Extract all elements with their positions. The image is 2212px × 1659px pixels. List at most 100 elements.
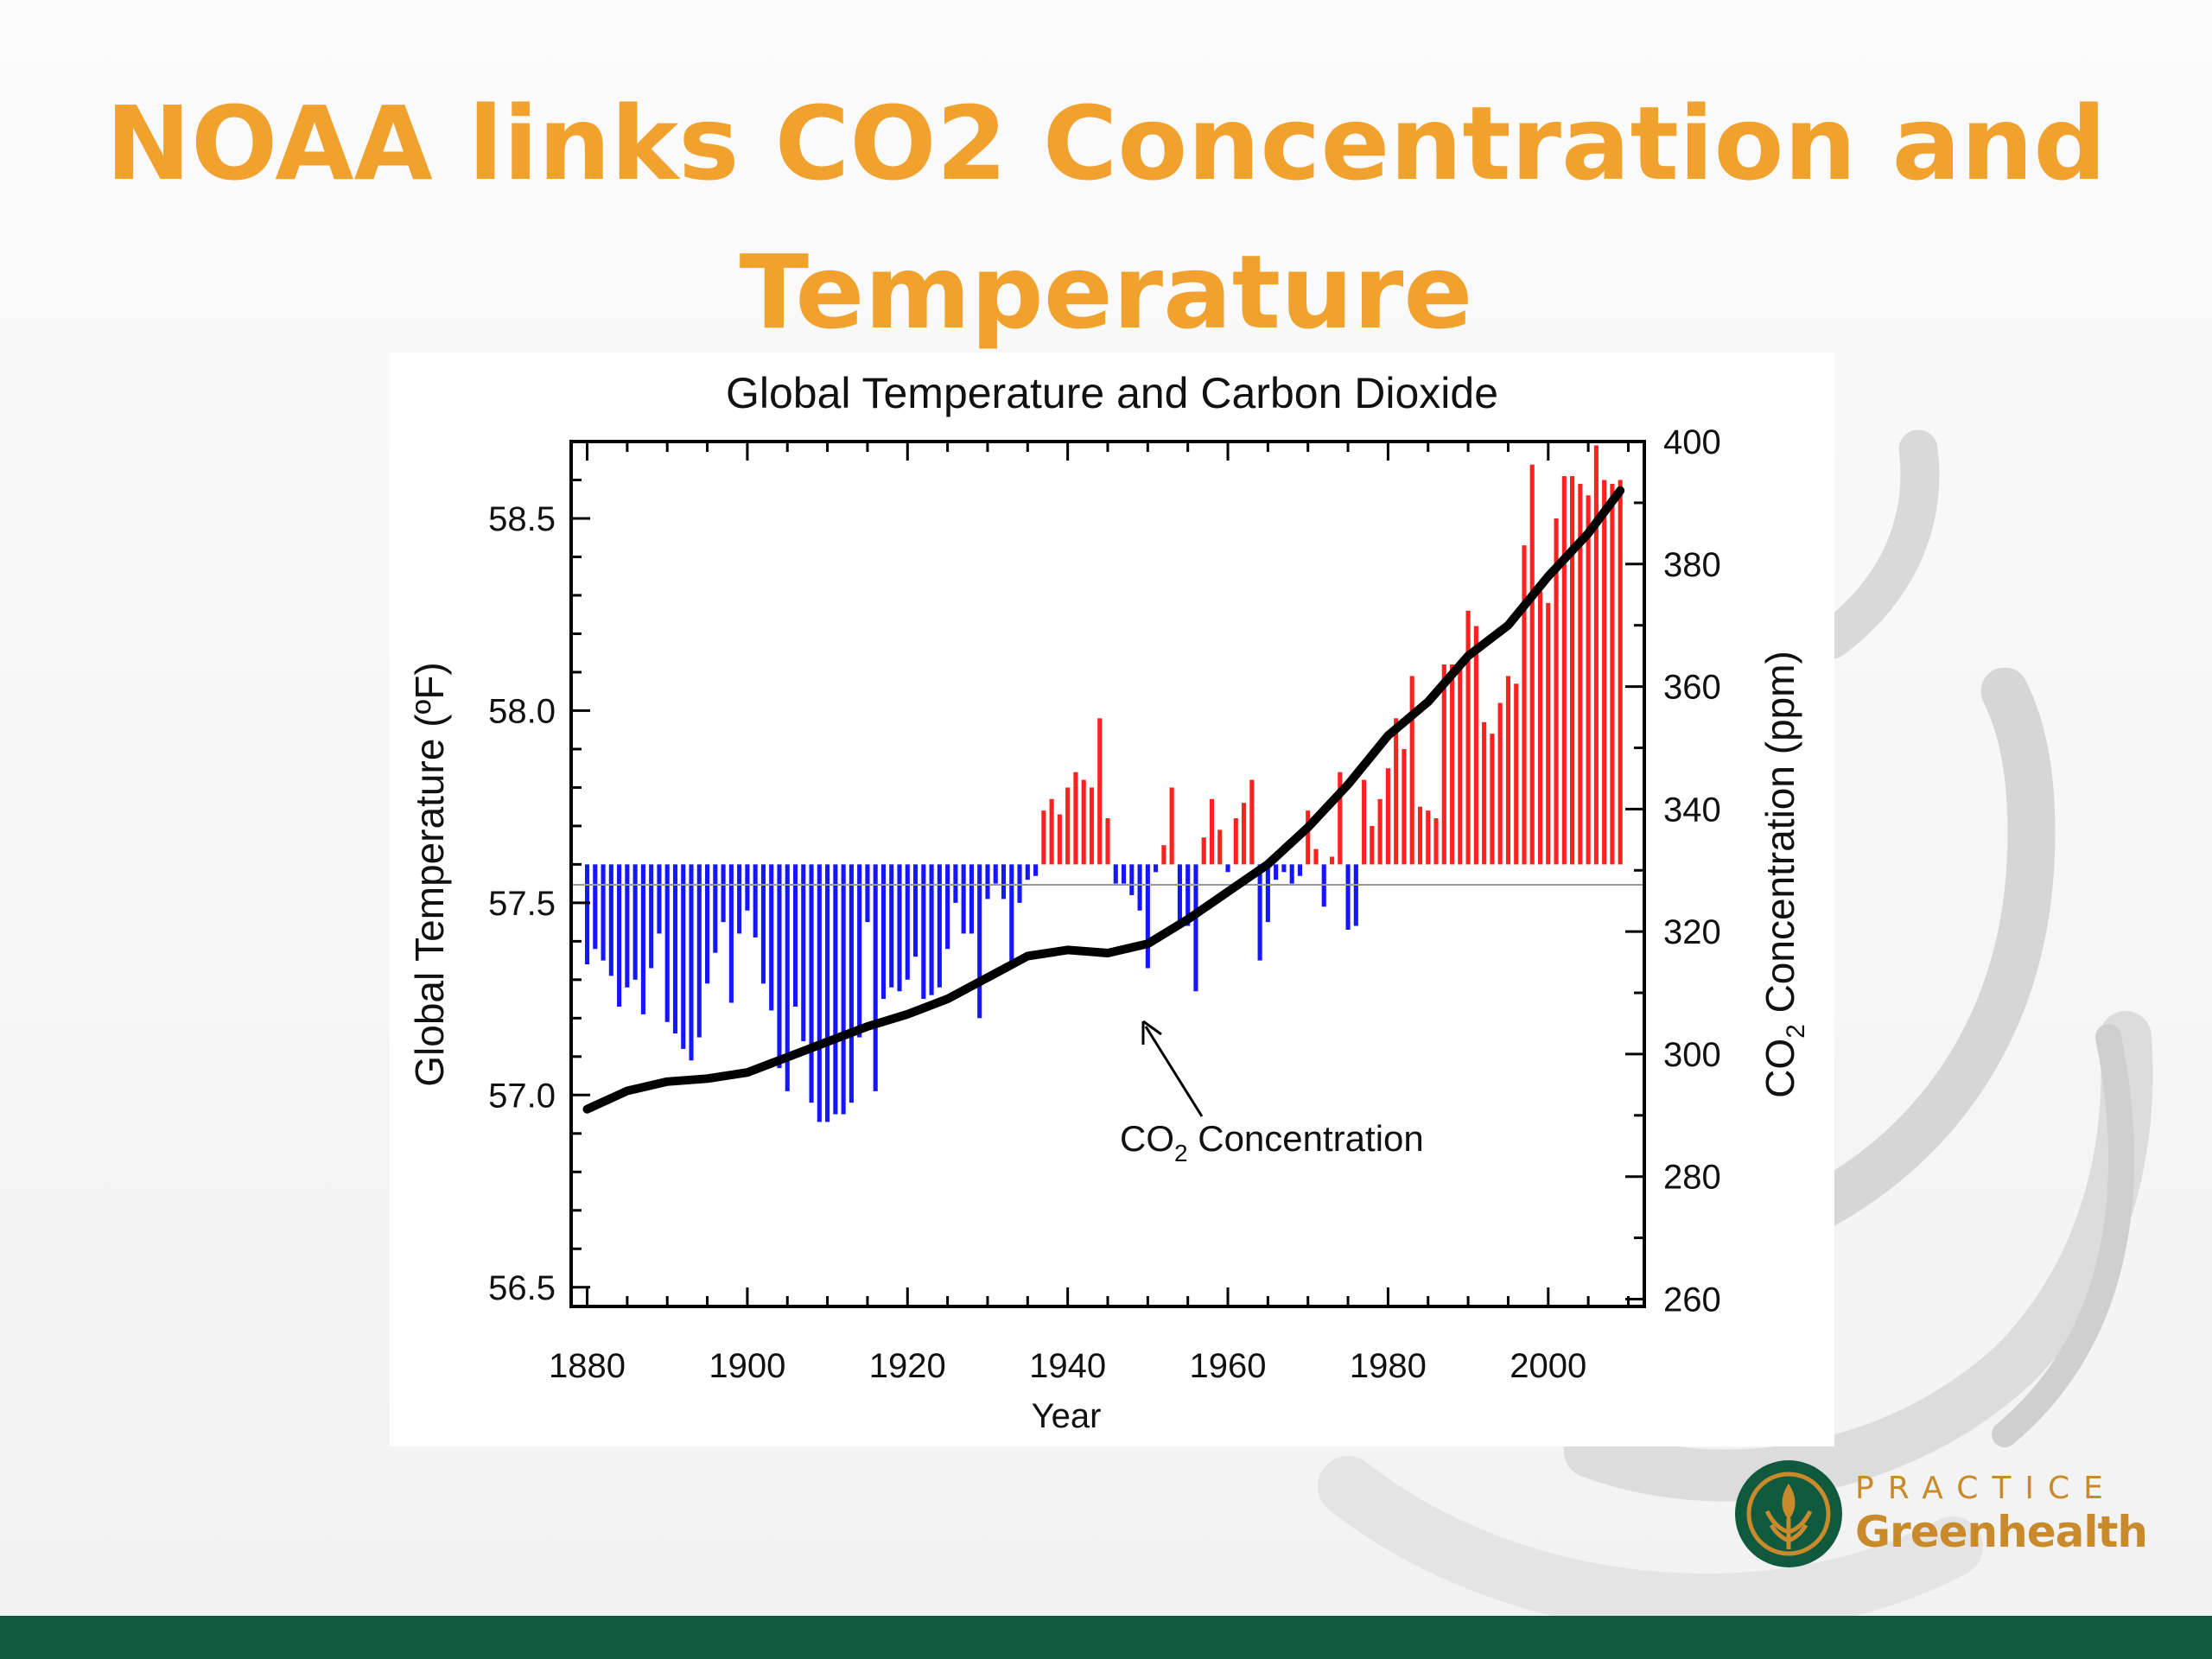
y2-tick-label: 380 <box>1663 546 1721 584</box>
temperature-bar-1979 <box>1377 798 1382 865</box>
temperature-bar-1990 <box>1465 610 1471 865</box>
x-tick-label: 1960 <box>1190 1347 1267 1385</box>
temperature-bar-1886 <box>632 864 638 980</box>
x-axis-label: Year <box>1032 1397 1102 1435</box>
temperature-bar-1976 <box>1353 864 1358 926</box>
annotation-arrowhead <box>1141 1020 1162 1045</box>
temperature-bar-1910 <box>825 864 830 1122</box>
temperature-bar-1921 <box>913 864 918 957</box>
temperature-bar-1968 <box>1289 864 1294 884</box>
temperature-bar-1889 <box>657 864 662 934</box>
chart-title: Global Temperature and Carbon Dioxide <box>726 369 1498 417</box>
temperature-bar-1964 <box>1257 864 1262 961</box>
temperature-bar-1938 <box>1049 798 1054 865</box>
x-tick-label: 1900 <box>709 1347 785 1385</box>
logo-text-practice: PRACTICE <box>1855 1471 2117 1506</box>
temperature-bar-1883 <box>608 864 613 976</box>
tick-labels: 1880 1900 1920 1940 1960 1980 2000 56.5 57.0 57.5… <box>488 423 1721 1385</box>
temperature-bar-1901 <box>753 864 758 938</box>
temperature-bar-1985 <box>1426 810 1431 865</box>
temperature-bar-2003 <box>1570 476 1575 865</box>
temperature-bar-1955 <box>1185 864 1191 926</box>
temperature-bar-1974 <box>1338 772 1343 865</box>
co2-line <box>582 486 1625 1114</box>
temperature-bar-1945 <box>1105 817 1110 865</box>
y-tick-label: 57.0 <box>488 1077 556 1115</box>
temperature-bar-1881 <box>593 864 598 950</box>
temperature-bar-1920 <box>905 864 910 980</box>
temperature-bar-1967 <box>1281 864 1287 873</box>
temperature-bar-1930 <box>985 864 990 899</box>
temperature-bar-1941 <box>1073 772 1078 865</box>
y-tick-label: 58.5 <box>488 500 556 538</box>
temperature-bar-1969 <box>1297 864 1302 876</box>
temperature-bar-1995 <box>1505 676 1510 865</box>
temperature-bar-1984 <box>1417 806 1423 865</box>
temperature-bar-1904 <box>777 864 782 1069</box>
x-tick-label: 1940 <box>1029 1347 1106 1385</box>
temperature-bar-1896 <box>713 864 718 953</box>
temperature-bar-1929 <box>977 864 982 1019</box>
temperature-bar-1983 <box>1409 676 1414 865</box>
y2-tick-label: 260 <box>1663 1281 1721 1319</box>
x-tick-label: 1920 <box>869 1347 946 1385</box>
temperature-bar-1960 <box>1225 864 1230 873</box>
temperature-bar-1923 <box>929 864 934 995</box>
temperature-bar-2000 <box>1546 602 1551 865</box>
temperature-bar-1937 <box>1041 810 1046 865</box>
temperature-bar-1973 <box>1329 856 1335 865</box>
temperature-bar-1948 <box>1129 864 1135 895</box>
temperature-bar-1991 <box>1473 626 1478 865</box>
temperature-bar-2009 <box>1618 480 1623 865</box>
temperature-bar-1911 <box>833 864 838 1115</box>
temperature-bar-1987 <box>1441 664 1446 865</box>
temperature-bar-1887 <box>640 864 645 1014</box>
temperature-bar-1891 <box>672 864 678 1034</box>
temperature-bar-1940 <box>1065 787 1071 865</box>
temperature-bar-1922 <box>921 864 926 1000</box>
temperature-bar-1993 <box>1490 734 1495 865</box>
practice-greenhealth-logo: PRACTICE Greenhealth <box>1732 1453 2148 1574</box>
temperature-bar-1935 <box>1025 864 1030 880</box>
temperature-bar-1966 <box>1274 864 1279 880</box>
x-tick-label: 1980 <box>1350 1347 1427 1385</box>
temperature-bar-2005 <box>1586 495 1591 865</box>
temperature-bar-1932 <box>1001 864 1007 899</box>
temperature-bar-1898 <box>728 864 734 1003</box>
chart-panel: Global Temperature and Carbon Dioxide 18… <box>390 353 1834 1446</box>
temperature-bar-1934 <box>1017 864 1022 903</box>
temperature-bar-1950 <box>1145 864 1150 969</box>
temperature-bar-1989 <box>1458 664 1463 865</box>
axis-ticks <box>571 440 1644 1306</box>
temperature-bar-1927 <box>961 864 966 934</box>
temperature-bar-1880 <box>584 864 590 965</box>
temperature-bar-1912 <box>841 864 846 1115</box>
temperature-bar-1956 <box>1193 864 1198 992</box>
temperature-bar-1899 <box>737 864 742 934</box>
temperature-bar-1909 <box>817 864 822 1122</box>
temperature-bar-1988 <box>1450 664 1455 865</box>
temperature-bar-1924 <box>937 864 942 988</box>
temperature-bar-1944 <box>1097 718 1103 865</box>
temperature-bar-1900 <box>745 864 750 911</box>
temperature-bar-1885 <box>625 864 630 988</box>
temperature-bar-1882 <box>601 864 606 961</box>
temperature-bar-1947 <box>1121 864 1127 884</box>
temperature-bar-1931 <box>993 864 998 884</box>
temperature-bar-1915 <box>865 864 870 923</box>
temperature-bar-1942 <box>1081 779 1086 865</box>
co2-annotation: CO2 Concentration <box>1120 1118 1424 1166</box>
temperature-bar-1959 <box>1217 830 1223 865</box>
footer-bar <box>0 1616 2212 1659</box>
temperature-bar-2001 <box>1554 518 1559 865</box>
temperature-bar-1917 <box>880 864 887 1000</box>
x-tick-label: 2000 <box>1510 1347 1586 1385</box>
temperature-bar-1907 <box>801 864 806 1042</box>
temperature-bar-2008 <box>1610 483 1615 865</box>
temperature-bar-1914 <box>857 864 862 1038</box>
temperature-bar-2006 <box>1593 445 1599 865</box>
temperature-bar-1958 <box>1209 798 1215 865</box>
temperature-bar-1992 <box>1482 721 1487 865</box>
temperature-bar-1981 <box>1394 718 1399 865</box>
temperature-bar-1994 <box>1497 702 1503 865</box>
